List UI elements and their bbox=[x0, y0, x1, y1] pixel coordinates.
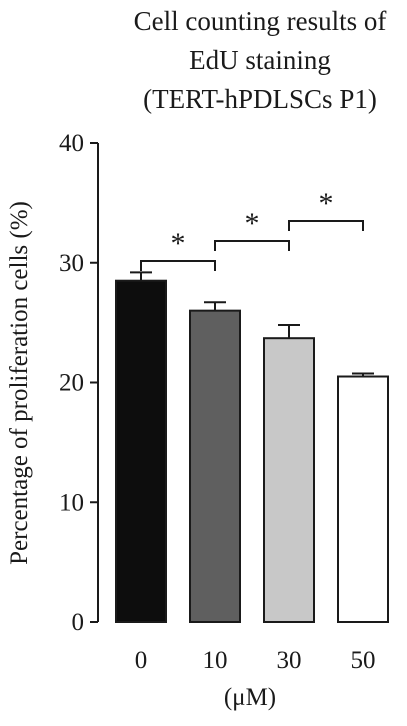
significance-bracket bbox=[288, 220, 364, 231]
bar bbox=[115, 279, 167, 623]
significance-bracket bbox=[214, 240, 290, 251]
x-tick-label: 50 bbox=[351, 647, 376, 674]
x-tick-label: 0 bbox=[135, 647, 148, 674]
significance-bracket bbox=[140, 260, 216, 271]
plot-area: 0 10 20 30 40 0 10 30 50 * * * bbox=[59, 130, 389, 674]
title-line-1: Cell counting results of bbox=[134, 6, 387, 36]
y-tick-label: 30 bbox=[59, 250, 84, 277]
significance-star: * bbox=[171, 227, 186, 260]
significance-star: * bbox=[245, 207, 260, 240]
bar bbox=[337, 375, 389, 624]
significance-star: * bbox=[319, 187, 334, 220]
y-axis-label: Percentage of proliferation cells (%) bbox=[6, 201, 33, 565]
x-axis-label: (μM) bbox=[224, 684, 276, 711]
x-tick-label: 30 bbox=[277, 647, 302, 674]
y-tick-label: 0 bbox=[72, 609, 85, 636]
y-tick-label: 40 bbox=[59, 130, 84, 157]
bar bbox=[189, 309, 241, 623]
x-tick-label: 10 bbox=[203, 647, 228, 674]
bar bbox=[263, 337, 315, 623]
title-line-3: (TERT-hPDLSCs P1) bbox=[143, 84, 377, 114]
y-tick-label: 10 bbox=[59, 489, 84, 516]
title-line-2: EdU staining bbox=[189, 45, 331, 75]
chart-title: Cell counting results of EdU staining (T… bbox=[134, 6, 387, 114]
y-tick-label: 20 bbox=[59, 370, 84, 397]
